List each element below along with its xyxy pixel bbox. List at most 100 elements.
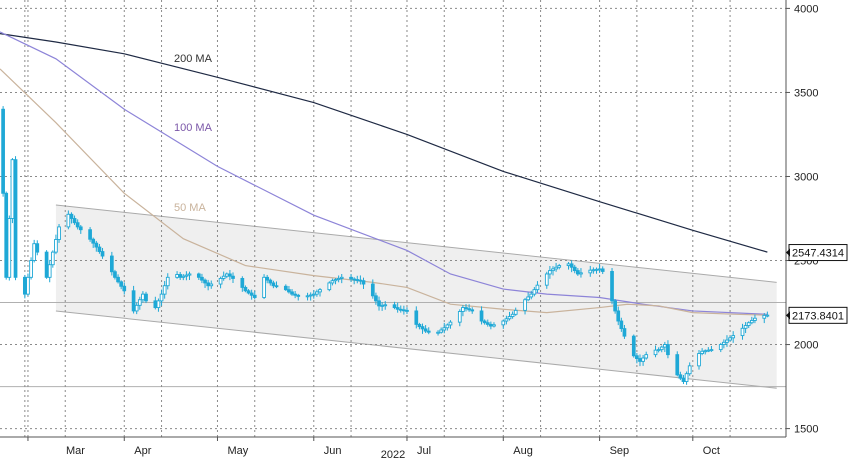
candle-body (722, 341, 726, 346)
candle-body (228, 273, 232, 277)
candle-body (457, 311, 462, 323)
last-value-labels: 2547.4314 2173.8401 (786, 244, 848, 324)
candle-body (523, 299, 527, 311)
candle-body (659, 346, 664, 351)
candle-body (631, 335, 636, 357)
candle-body (600, 268, 605, 272)
x-tick-label: Jun (324, 445, 342, 457)
candle-body (485, 322, 490, 325)
candle-body (162, 285, 167, 295)
candle-body (765, 314, 770, 317)
candle-body (240, 277, 245, 288)
price-candles (1, 106, 770, 385)
candle-body (616, 310, 621, 322)
candle-body (330, 280, 335, 284)
candle-body (293, 293, 297, 296)
candle-body (470, 309, 475, 312)
candle-body (4, 192, 9, 278)
candle-body (231, 275, 235, 279)
candle-body (461, 307, 465, 312)
x-tick-label: Sep (610, 445, 630, 457)
candle-body (725, 339, 729, 343)
candle-body (355, 279, 360, 282)
candle-body (532, 289, 537, 295)
chart-grid (0, 0, 786, 437)
candle-body (7, 218, 12, 278)
candle-body (445, 324, 450, 329)
candle-body (426, 330, 431, 333)
candle-body (218, 277, 223, 285)
ma-line-100ma (0, 31, 768, 315)
candle-body (703, 350, 708, 353)
candle-body (274, 285, 279, 288)
candle-body (311, 293, 316, 296)
candle-body (181, 275, 186, 278)
candle-body (113, 271, 117, 278)
candle-body (29, 260, 33, 278)
candle-body (243, 286, 248, 292)
last-value-label: 2547.4314 (792, 248, 844, 260)
candle-body (268, 279, 273, 284)
candle-body (57, 226, 61, 240)
candle-body (134, 304, 139, 312)
channel-upper-line (55, 204, 777, 283)
candle-body (50, 251, 55, 266)
candle-body (336, 277, 341, 281)
candle-body (398, 308, 403, 311)
candle-body (448, 321, 453, 326)
x-tick-label: Oct (703, 445, 720, 457)
candle-body (572, 266, 577, 272)
x-tick-label: Mar (66, 445, 85, 457)
candle-body (283, 285, 288, 291)
last-value-pointer (786, 248, 790, 257)
candle-body (392, 304, 397, 309)
candle-body (557, 265, 562, 268)
candle-body (349, 276, 353, 280)
candle-body (175, 274, 179, 278)
candle-body (109, 255, 114, 273)
candle-body (501, 320, 506, 326)
candle-body (554, 266, 558, 270)
candle-body (116, 276, 120, 283)
candle-body (442, 327, 447, 331)
candle-body (13, 159, 18, 278)
candle-body (252, 294, 257, 298)
channel-lower-line (55, 310, 777, 389)
candle-body (706, 349, 711, 352)
candle-body (709, 349, 714, 352)
candle-body (224, 273, 229, 277)
candle-body (249, 292, 254, 296)
candle-body (271, 282, 276, 287)
candle-body (492, 324, 496, 327)
candle-body (656, 349, 661, 352)
candle-body (221, 275, 226, 279)
candle-body (718, 344, 723, 351)
candle-body (613, 300, 617, 312)
candle-body (358, 279, 363, 282)
candle-body (635, 355, 639, 360)
candle-body (178, 274, 183, 278)
candle-body (529, 293, 534, 298)
candle-body (352, 278, 357, 281)
candle-body (749, 320, 754, 324)
candle-body (402, 309, 406, 312)
candle-body (417, 323, 422, 328)
candle-body (591, 269, 596, 272)
candle-body (72, 218, 77, 224)
candle-body (370, 283, 375, 297)
candle-body (731, 335, 736, 339)
candle-body (122, 285, 127, 292)
candle-body (287, 289, 291, 293)
y-tick-label: 1500 (794, 424, 818, 436)
candle-body (10, 159, 15, 219)
candle-body (489, 323, 493, 327)
candle-body (746, 322, 751, 326)
candle-body (318, 289, 322, 293)
candle-body (1, 108, 5, 194)
candle-body (414, 310, 419, 325)
candle-body (246, 290, 251, 294)
candle-body (510, 313, 515, 317)
candle-body (678, 374, 683, 379)
